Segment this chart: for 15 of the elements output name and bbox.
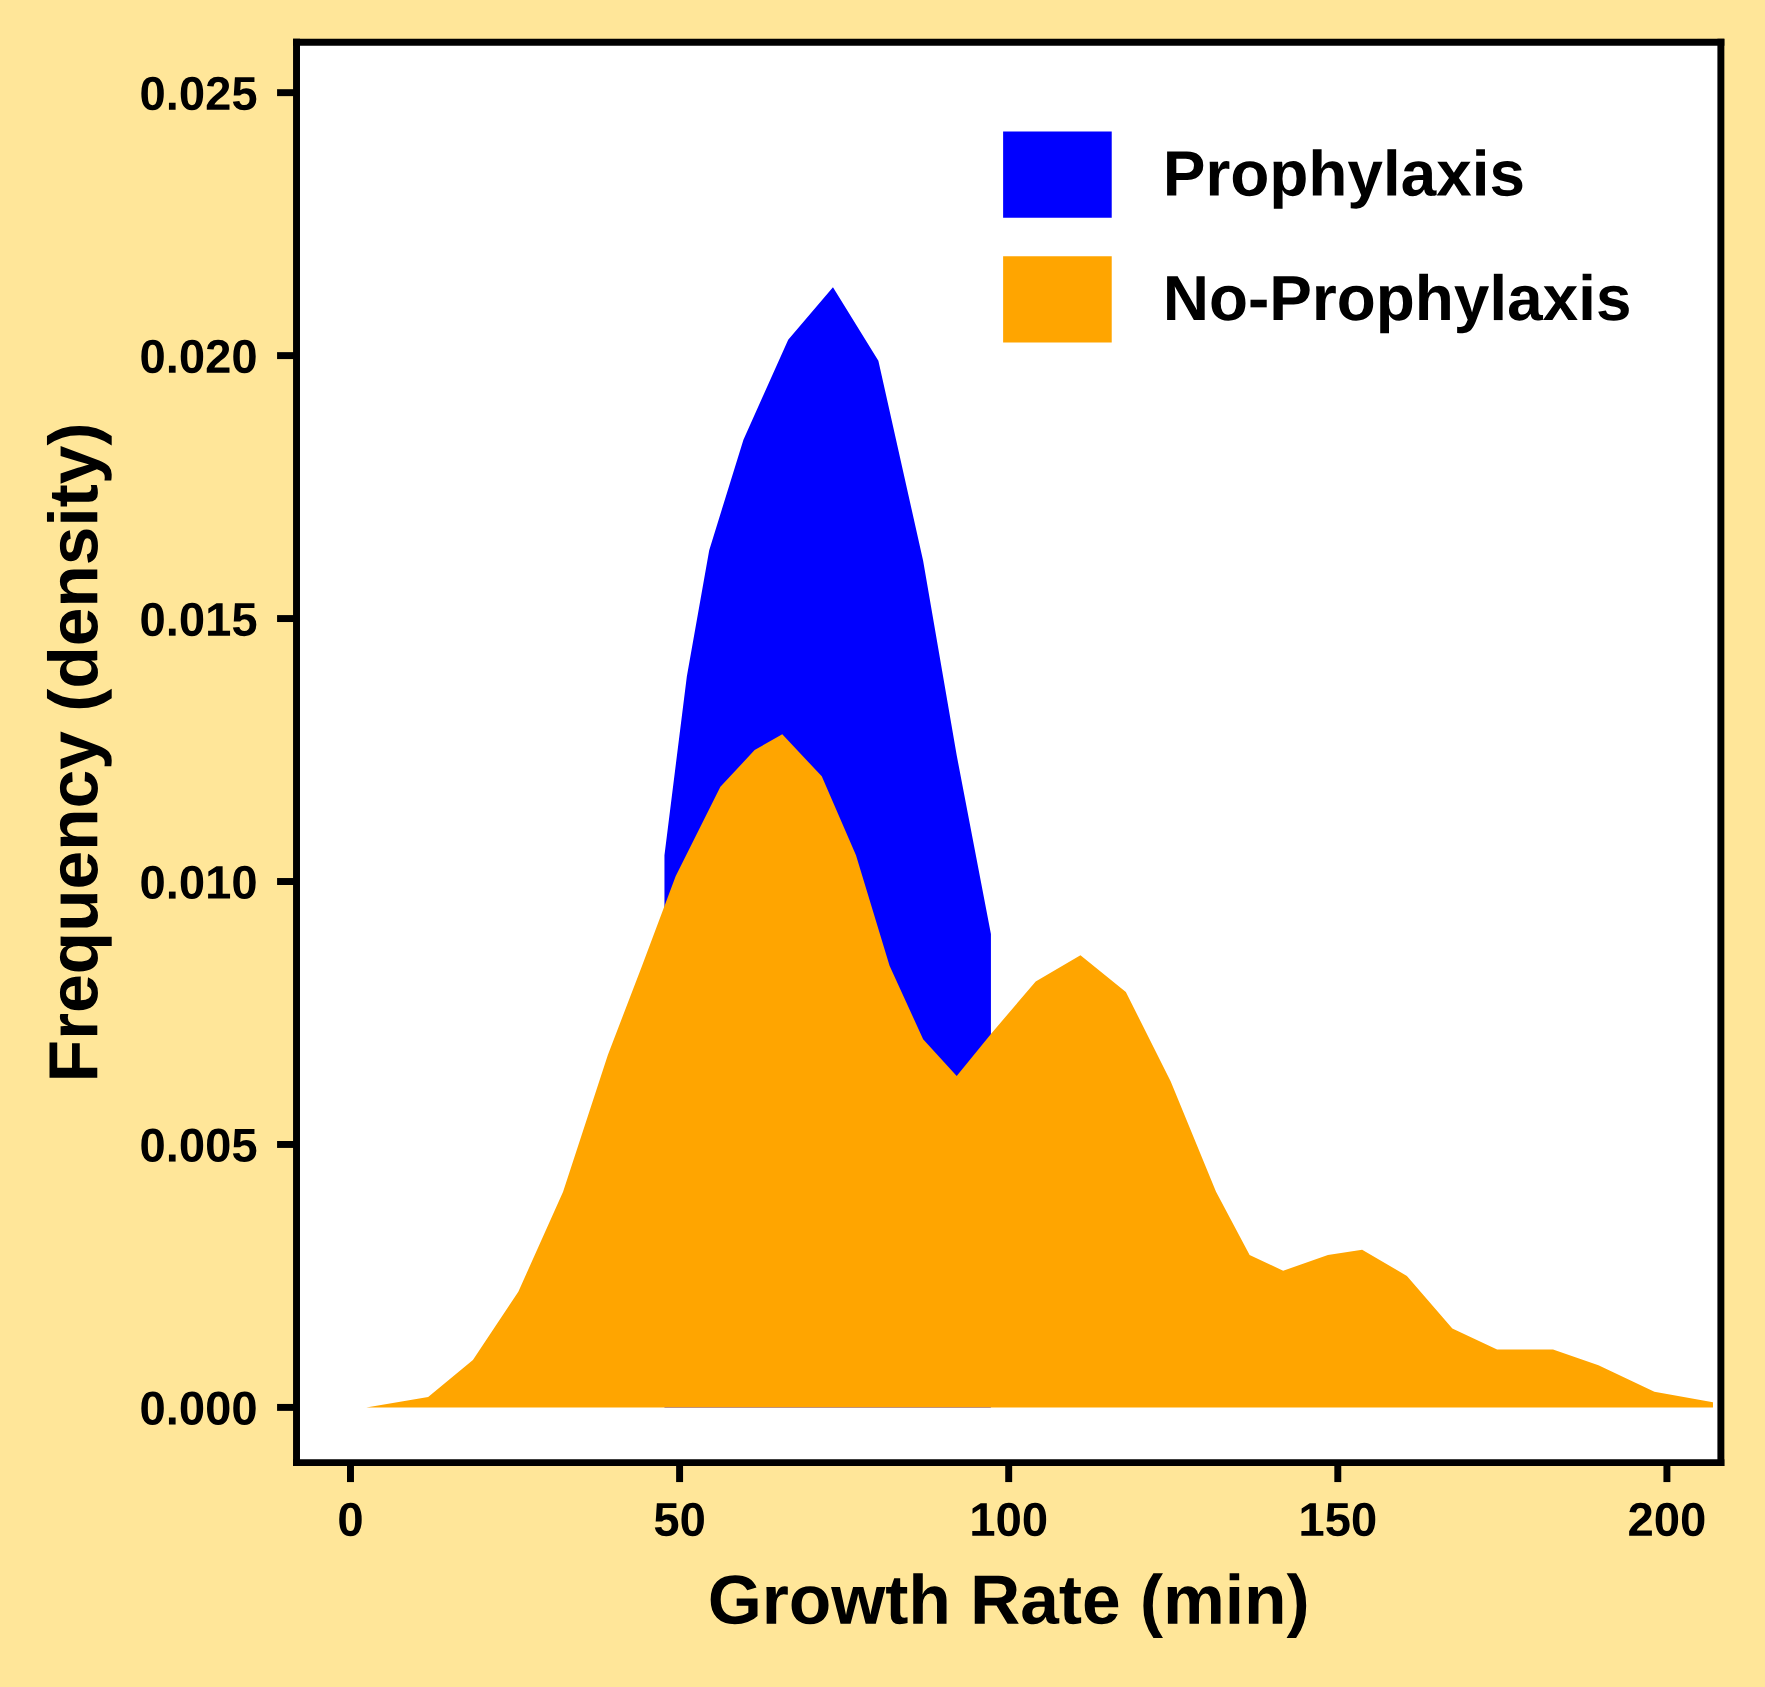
x-tick-label: 100 — [972, 1502, 1047, 1537]
y-tick-label: 0.005 — [141, 1128, 257, 1163]
x-tick-label: 0 — [339, 1502, 362, 1537]
y-axis-title: Frequency (density) — [46, 425, 112, 1078]
y-tick-label: 0.000 — [141, 1391, 256, 1425]
y-tick-label: 0.010 — [141, 865, 256, 900]
y-tick-label: 0.020 — [141, 339, 256, 374]
y-tick-label: 0.025 — [141, 76, 257, 111]
legend-label: Prophylaxis — [1167, 149, 1523, 209]
x-tick-label: 50 — [654, 1502, 704, 1537]
x-axis-title: Growth Rate (min) — [710, 1573, 1307, 1639]
x-tick-label: 200 — [1629, 1502, 1705, 1537]
y-tick-label: 0.015 — [141, 602, 257, 637]
legend-label: No-Prophylaxis — [1167, 273, 1629, 334]
x-tick-label: 150 — [1301, 1502, 1376, 1537]
